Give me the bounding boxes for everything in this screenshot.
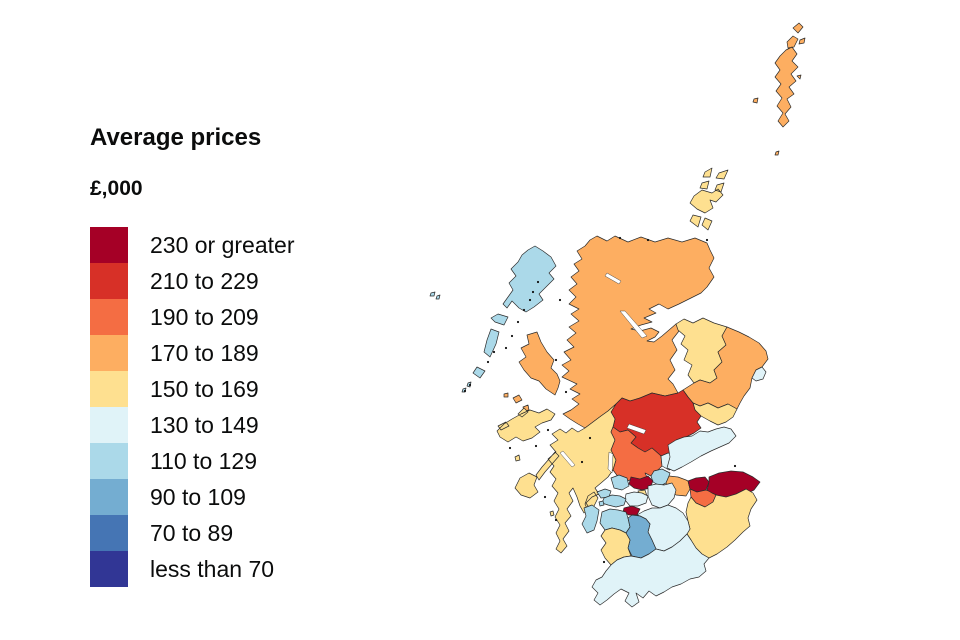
region-dumfries-and-galloway [591, 533, 710, 608]
islet-fleck [536, 280, 540, 284]
legend-item: 110 to 129 [90, 443, 294, 479]
region-west-dunbartonshire [610, 474, 630, 491]
legend-item-label: 230 or greater [150, 232, 295, 258]
legend-swatch [90, 227, 128, 263]
legend-items: 230 or greater 210 to 229 190 to 209 170 to… [90, 227, 294, 587]
legend-item: 210 to 229 [90, 263, 294, 299]
region-shetland [752, 22, 806, 156]
islet-fleck [554, 358, 558, 362]
loch [604, 272, 622, 285]
region-inverclyde [596, 488, 612, 499]
islet-fleck [705, 238, 709, 242]
islet-fleck [580, 460, 584, 464]
region-fife [666, 426, 737, 472]
region-east-ayrshire [625, 514, 657, 559]
loch [559, 450, 576, 468]
islet-fleck [463, 389, 467, 393]
legend-item: 90 to 109 [90, 479, 294, 515]
legend-swatch [90, 551, 128, 587]
islet-fleck [618, 236, 622, 240]
legend-title: Average prices [90, 124, 262, 151]
legend-item: 190 to 209 [90, 299, 294, 335]
region-aberdeen-city [751, 366, 767, 382]
islet-fleck [508, 446, 512, 450]
legend-swatch [90, 443, 128, 479]
islet-fleck [492, 350, 496, 354]
legend-item: 170 to 189 [90, 335, 294, 371]
legend-subtitle: £,000 [90, 177, 143, 200]
legend-swatch [90, 515, 128, 551]
islet-fleck [510, 334, 514, 338]
legend-item-label: 170 to 189 [150, 340, 259, 366]
region-argyll-and-bute [496, 403, 617, 554]
loch [626, 423, 647, 435]
islet-fleck [543, 495, 547, 499]
region-glasgow-city [624, 491, 649, 507]
legend-item-label: 70 to 89 [150, 520, 234, 546]
loch [607, 451, 614, 474]
legend-item-label: 190 to 209 [150, 304, 259, 330]
loch [619, 310, 648, 339]
region-north-ayrshire [581, 500, 631, 534]
legend-item: 130 to 149 [90, 407, 294, 443]
legend-swatch [90, 263, 128, 299]
legend-swatch [90, 407, 128, 443]
region-na-h-eileanan-siar [429, 245, 557, 393]
legend-swatch [90, 479, 128, 515]
islet-fleck [646, 238, 650, 242]
islet-fleck [554, 518, 558, 522]
islet-fleck [588, 436, 592, 440]
legend-item: less than 70 [90, 551, 294, 587]
islet-fleck [558, 298, 562, 302]
legend-item-label: 130 to 149 [150, 412, 259, 438]
islet-fleck [468, 383, 472, 387]
legend-swatch [90, 335, 128, 371]
islet-fleck [531, 290, 535, 294]
islet-fleck [602, 560, 606, 564]
islet-fleck [528, 298, 532, 302]
legend-item-label: 210 to 229 [150, 268, 259, 294]
region-north-lanarkshire [647, 482, 677, 509]
legend-item-label: less than 70 [150, 556, 275, 582]
islet-fleck [486, 360, 490, 364]
legend: Average prices £,000 230 or greater 210 t… [90, 124, 294, 587]
legend-item: 150 to 169 [90, 371, 294, 407]
islet-fleck [504, 346, 508, 350]
legend-swatch [90, 371, 128, 407]
legend-item: 70 to 89 [90, 515, 294, 551]
islet-fleck [564, 390, 568, 394]
islet-fleck [534, 444, 538, 448]
region-angus [692, 402, 738, 426]
islet-fleck [546, 428, 550, 432]
legend-swatch [90, 299, 128, 335]
legend-item-label: 90 to 109 [150, 484, 246, 510]
legend-item-label: 150 to 169 [150, 376, 259, 402]
legend-item-label: 110 to 129 [150, 448, 258, 474]
islet-fleck [516, 320, 520, 324]
legend-item: 230 or greater [90, 227, 294, 263]
islet-fleck [522, 308, 526, 312]
islet-fleck [733, 464, 737, 468]
region-orkney [689, 167, 729, 231]
